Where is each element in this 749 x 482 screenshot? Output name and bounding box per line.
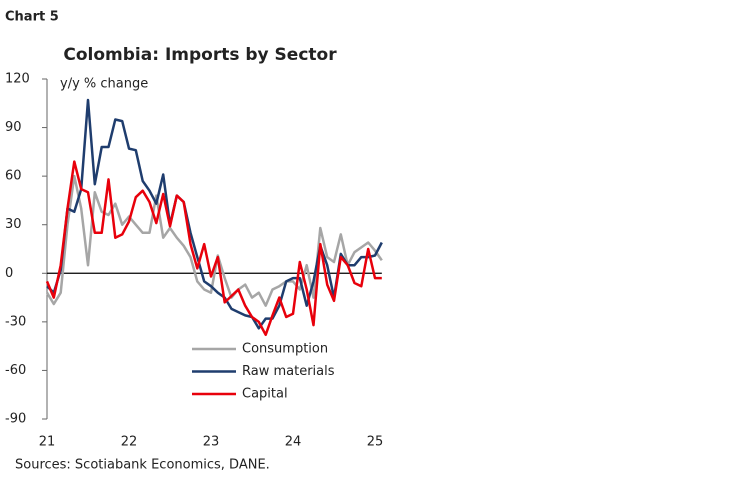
source: Sources: Scotiabank Economics, DANE.	[15, 458, 270, 473]
y-tick-label: 30	[5, 217, 22, 232]
y-axis-label: y/y % change	[60, 77, 148, 92]
y-tick-label: -30	[5, 314, 26, 329]
y-tick-label: -60	[5, 363, 26, 378]
series-line	[46, 98, 383, 330]
x-tick-label: 21	[39, 435, 56, 450]
legend-label: Raw materials	[242, 364, 335, 379]
legend-label: Capital	[242, 387, 288, 402]
chart-label: Chart 5	[5, 10, 59, 25]
x-tick-label: 23	[203, 435, 220, 450]
y-tick-label: 90	[5, 120, 22, 135]
x-tick-label: 25	[367, 435, 384, 450]
x-tick-label: 22	[121, 435, 138, 450]
y-tick-label: 120	[5, 72, 30, 87]
series-line	[45, 174, 383, 307]
legend-label: Consumption	[242, 342, 328, 357]
y-tick-label: 0	[5, 266, 13, 281]
chart-title: Colombia: Imports by Sector	[63, 45, 337, 65]
series-line	[45, 160, 382, 337]
y-tick-label: 60	[5, 169, 22, 184]
y-tick-label: -90	[5, 412, 26, 427]
x-tick-label: 24	[285, 435, 302, 450]
